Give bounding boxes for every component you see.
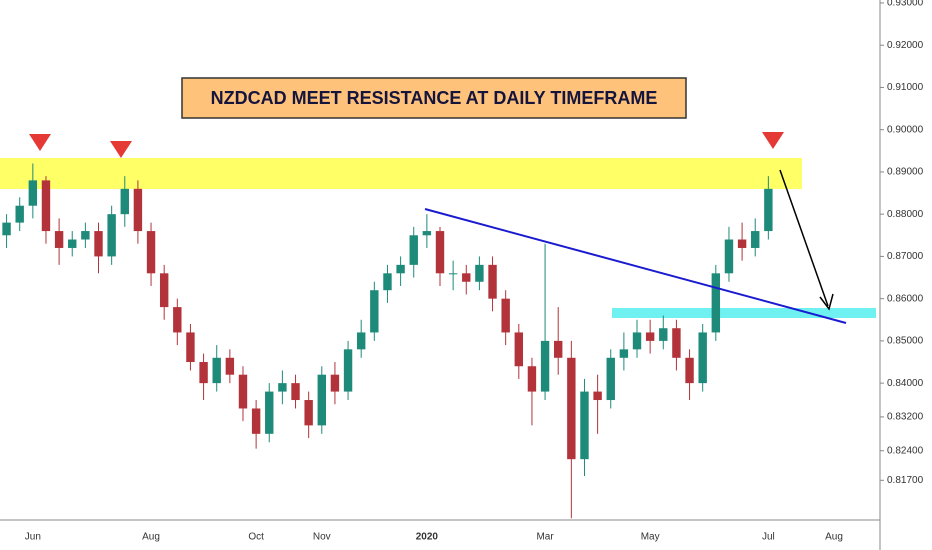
candle-body [554, 340, 563, 358]
candle-body [435, 231, 445, 274]
candle-body [737, 239, 747, 248]
candle-body [422, 231, 432, 236]
candle-body [527, 366, 537, 392]
x-tick-label: Aug [142, 532, 160, 543]
candle-body [186, 332, 195, 363]
candle-body [291, 383, 300, 401]
y-tick-label: 0.89000 [887, 167, 924, 178]
candle-body [265, 391, 274, 434]
y-tick-label: 0.91000 [887, 82, 924, 93]
y-tick-label: 0.81700 [887, 475, 924, 486]
candle-body [567, 357, 576, 460]
candle-body [159, 273, 169, 308]
y-tick-label: 0.86000 [887, 293, 924, 304]
candle-body [212, 357, 221, 384]
chart-title: NZDCAD MEET RESISTANCE AT DAILY TIMEFRAM… [211, 88, 658, 108]
candle-body [251, 408, 261, 434]
x-tick-label: Aug [825, 532, 843, 543]
x-tick-label: Oct [248, 532, 264, 543]
x-tick-label: 2020 [416, 532, 439, 543]
candle-body [81, 231, 90, 240]
trend-line [424, 208, 847, 324]
candle-body [238, 374, 248, 409]
candle-body [199, 362, 208, 384]
candle-body [356, 332, 366, 350]
candle-body [593, 391, 602, 401]
y-tick-label: 0.84000 [887, 378, 924, 389]
candle-body [107, 214, 116, 257]
candle-body [396, 264, 405, 274]
candle-body [2, 222, 11, 236]
candle-body [698, 332, 707, 384]
arrow-head [819, 293, 834, 311]
candle-body [409, 235, 418, 265]
y-tick-label: 0.93000 [887, 0, 924, 9]
candle-body [133, 188, 143, 232]
candle-body [94, 231, 103, 257]
candle-body [659, 328, 668, 341]
arrow-line [779, 169, 829, 307]
candle-body [724, 239, 734, 274]
top-marker [762, 132, 784, 149]
candle-body [343, 349, 353, 392]
candle-body [68, 239, 77, 248]
y-tick-label: 0.85000 [887, 336, 924, 347]
resistance-zone [0, 158, 802, 189]
candle-body [711, 273, 721, 333]
candle-body [580, 391, 589, 460]
y-tick-label: 0.82400 [887, 445, 924, 456]
candle-body [475, 264, 484, 282]
candle-body [54, 231, 64, 248]
y-tick-label: 0.83200 [887, 412, 924, 423]
y-tick-label: 0.87000 [887, 251, 924, 262]
candle-body [225, 357, 235, 375]
candle-body [764, 188, 773, 232]
candle-body [751, 231, 760, 248]
top-marker [110, 141, 132, 158]
x-tick-label: Mar [536, 532, 554, 543]
candle-body [120, 188, 129, 215]
candle-body [514, 332, 524, 367]
candle-body [383, 273, 392, 291]
candle-body [173, 307, 182, 333]
candle-body [540, 340, 550, 392]
y-tick-label: 0.88000 [887, 209, 924, 220]
candle-body [619, 349, 629, 358]
support-zone [612, 308, 876, 318]
candle-body [28, 180, 38, 206]
y-tick-label: 0.90000 [887, 124, 924, 135]
candle-body [685, 357, 694, 384]
candle-body [370, 290, 379, 333]
candle-body [448, 273, 458, 275]
candle-body [330, 374, 340, 392]
title-box [181, 77, 687, 119]
x-tick-label: May [641, 532, 660, 543]
top-marker [29, 134, 51, 151]
candle-body [645, 332, 655, 341]
candle-body [501, 298, 510, 333]
candle-body [41, 180, 51, 232]
candle-body [317, 374, 326, 426]
candle-body [304, 400, 313, 426]
candle-body [278, 383, 287, 392]
candle-body [632, 332, 642, 350]
candle-body [606, 357, 615, 401]
x-tick-label: Jun [25, 532, 41, 543]
y-tick-label: 0.92000 [887, 40, 924, 51]
x-tick-label: Nov [313, 532, 331, 543]
candles [2, 163, 773, 519]
x-tick-label: Jul [762, 532, 775, 543]
candle-body [146, 231, 156, 274]
candle-body [672, 328, 681, 358]
candle-body [15, 205, 24, 223]
candle-body [488, 264, 497, 299]
candle-body [462, 273, 471, 282]
